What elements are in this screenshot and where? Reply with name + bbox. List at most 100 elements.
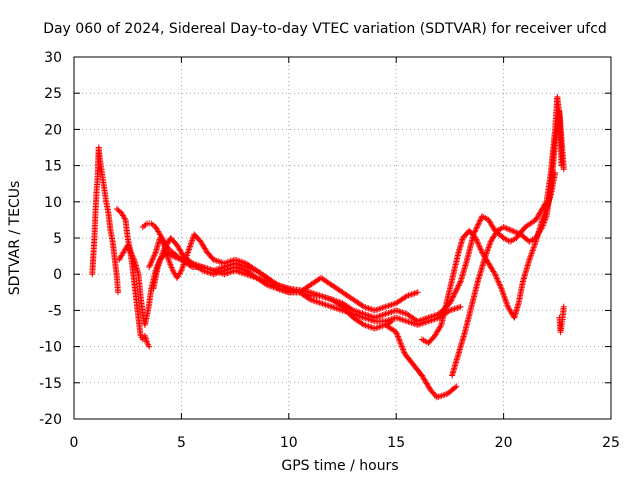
data-point-interp [473,224,480,231]
data-point-interp [453,286,460,293]
data-point-interp [125,245,132,252]
data-point-interp [396,337,403,344]
data-point-interp [127,248,134,255]
data-point-interp [473,225,480,232]
data-point-interp [497,282,504,289]
data-point-interp [129,252,136,259]
data-point [146,263,153,270]
data-point-interp [503,225,510,232]
data-point-interp [348,306,355,313]
data-point [115,289,122,296]
x-tick-label: 10 [280,435,298,451]
data-point-interp [475,220,482,227]
data-point-interp [149,256,156,263]
data-point-interp [394,332,401,339]
data-point [453,383,460,390]
x-tick-label: 5 [177,435,186,451]
data-point-interp [512,228,519,235]
data-point-interp [151,252,158,259]
data-point-interp [474,239,481,246]
data-point-interp [493,275,500,282]
x-tick-label: 25 [602,435,620,451]
data-point-interp [130,255,137,262]
data-point-interp [454,285,461,292]
data-point-interp [452,287,459,294]
data-point [414,289,421,296]
y-tick-label: 10 [44,195,62,211]
data-point-interp [476,218,483,225]
data-point-interp [397,339,404,346]
data-point-interp [150,255,157,262]
axis-ticks: 0 5 10 15 20 25 30 25 20 15 10 5 0 -5 -10 -15 -20 [39,50,620,451]
data-point-interp [198,266,205,273]
data-point-interp [121,215,128,222]
data-point-interp [146,262,153,269]
data-point-interp [510,228,517,235]
data-point-interp [129,253,136,260]
series-track-j [556,303,567,336]
data-point-interp [450,292,457,299]
y-tick-label: 20 [44,122,62,138]
data-point [457,303,464,310]
data-point-interp [497,284,504,291]
x-tick-label: 0 [70,435,79,451]
data-point [472,235,479,241]
data-point-interp [538,225,545,232]
data-point-interp [398,343,405,350]
data-point-interp [478,248,485,255]
data-point-interp [395,334,402,341]
y-tick-label: -10 [39,340,62,356]
y-tick-label: 30 [44,50,62,66]
data-point-interp [126,246,133,253]
data-point-interp [475,242,482,249]
data-point-interp [148,259,155,266]
data-point-interp [496,281,503,288]
data-point-interp [400,346,407,353]
data-point-interp [491,269,498,276]
data-point-interp [493,274,500,281]
data-point-interp [513,229,520,236]
data-point [393,329,400,336]
data-point-interp [507,227,514,234]
data-point-interp [494,276,501,283]
y-tick-label: -5 [48,303,62,319]
data-point-interp [127,249,134,256]
data-marks [89,93,567,401]
data-point-interp [477,246,484,253]
data-point-interp [177,269,184,276]
data-point-interp [514,230,521,237]
data-point-interp [400,347,407,354]
data-point-interp [359,302,366,309]
data-point-interp [452,384,459,391]
data-point-interp [473,237,480,244]
y-axis-label: SDTVAR / TECUs [7,181,23,296]
data-point-interp [148,258,155,265]
data-point-interp [150,253,157,260]
data-point-interp [451,290,458,297]
data-point-interp [492,272,499,279]
data-point-interp [128,250,135,257]
data-point-interp [399,345,406,352]
y-tick-label: 0 [53,267,62,283]
data-point-interp [147,261,154,268]
data-point-interp [495,279,502,286]
series-track-a [89,144,122,296]
data-point-interp [504,225,511,232]
x-tick-label: 15 [387,435,405,451]
data-point-interp [506,226,513,233]
data-point [509,227,516,234]
data-point-interp [151,250,158,257]
data-point-interp [398,342,405,349]
data-point-interp [394,333,401,340]
data-point-interp [456,279,463,286]
data-point-interp [454,283,461,290]
data-point [492,271,499,278]
data-point-interp [473,236,480,243]
y-tick-label: 15 [44,159,62,175]
data-point-interp [450,293,457,300]
data-point-interp [125,243,132,250]
data-point-interp [477,217,484,224]
data-point-interp [475,221,482,228]
